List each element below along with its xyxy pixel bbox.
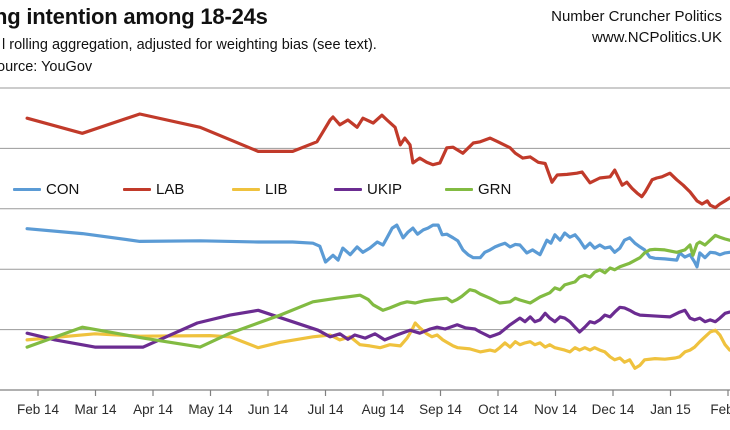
legend-label-CON: CON [46, 180, 80, 198]
series-line-LAB [25, 112, 730, 210]
x-axis-label: Mar 14 [74, 402, 117, 417]
legend-label-UKIP: UKIP [367, 180, 403, 198]
legend-item-GRN: GRN [445, 178, 516, 200]
x-axis-label: Aug 14 [362, 402, 405, 417]
series-line-GRN [25, 233, 730, 349]
chart-subtitle: l rolling aggregation, adjusted for weig… [2, 37, 377, 53]
legend-swatch-UKIP [334, 187, 362, 191]
x-axis-label: Oct 14 [478, 402, 518, 417]
legend-label-GRN: GRN [478, 180, 512, 198]
legend-item-LAB: LAB [123, 178, 189, 200]
x-axis-label: Feb [710, 402, 730, 417]
x-axis-label: Jul 14 [307, 402, 344, 417]
legend-label-LIB: LIB [265, 180, 288, 198]
legend-swatch-GRN [445, 187, 473, 191]
legend-swatch-LIB [232, 187, 260, 191]
x-axis-label: Dec 14 [592, 402, 635, 417]
series-line-LIB [25, 321, 730, 370]
brand-url: www.NCPolitics.UK [591, 29, 722, 46]
x-axis-label: Nov 14 [534, 402, 577, 417]
x-axis-label: Sep 14 [419, 402, 462, 417]
brand-name: Number Cruncher Politics [551, 8, 722, 25]
series-line-UKIP [25, 305, 730, 349]
x-axis-label: Apr 14 [133, 402, 173, 417]
chart-legend: CON LAB LIB UKIP GRN [0, 178, 730, 200]
page-title: ng intention among 18-24s [0, 4, 268, 29]
legend-item-LIB: LIB [232, 178, 292, 200]
x-axis-label: Feb 14 [17, 402, 60, 417]
chart-source: ource: YouGov [0, 59, 93, 75]
x-axis-label: Jun 14 [248, 402, 289, 417]
series-line-CON [25, 223, 730, 269]
legend-item-UKIP: UKIP [334, 178, 407, 200]
legend-label-LAB: LAB [156, 180, 185, 198]
legend-swatch-CON [13, 187, 41, 191]
x-axis-label: Jan 15 [650, 402, 691, 417]
brand-block: Number Cruncher Politics www.NCPolitics.… [551, 6, 722, 48]
legend-swatch-LAB [123, 187, 151, 191]
legend-item-CON: CON [13, 178, 84, 200]
x-axis-label: May 14 [188, 402, 233, 417]
